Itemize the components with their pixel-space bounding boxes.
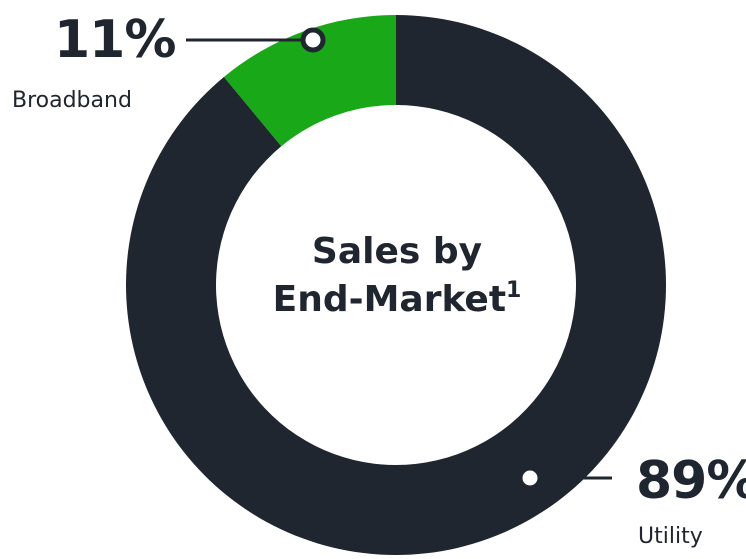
leader-utility-marker	[517, 465, 543, 491]
donut-slice-utility	[125, 15, 666, 555]
chart-title-footnote: 1	[506, 278, 522, 303]
chart-title: Sales by End-Market1	[213, 228, 581, 324]
slice-label-broadband-name: Broadband	[12, 88, 132, 113]
leader-broadband-marker	[300, 27, 326, 53]
slice-label-utility-name: Utility	[638, 524, 703, 549]
chart-title-line-1: Sales by	[311, 231, 483, 272]
leader-broadband	[186, 27, 326, 53]
leader-utility	[517, 465, 612, 491]
slice-label-utility-percent: 89%	[636, 451, 746, 511]
chart-title-line-2: End-Market	[272, 279, 507, 320]
slice-label-broadband-percent: 11%	[54, 10, 176, 70]
donut-slice-broadband	[223, 15, 396, 147]
